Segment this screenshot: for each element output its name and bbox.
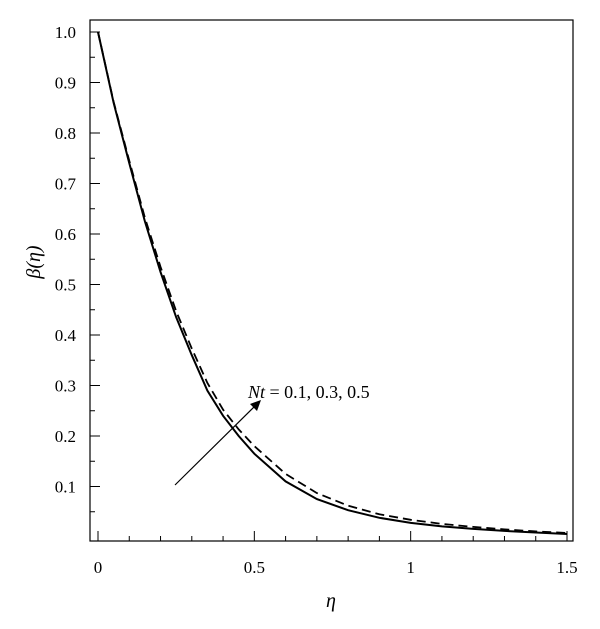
annotation-arrowhead	[250, 400, 261, 411]
plot-frame	[89, 19, 574, 542]
y-tick-label: 0.7	[55, 175, 77, 194]
x-axis-label: η	[326, 590, 336, 612]
x-tick-label: 0.5	[244, 558, 265, 577]
annotation-arrow-line	[174, 403, 258, 486]
x-tick-label: 1	[406, 558, 415, 577]
y-tick-label: 0.9	[55, 74, 76, 93]
y-tick-label: 0.6	[55, 225, 76, 244]
y-tick-label: 0.4	[55, 326, 77, 345]
ticks: 0 0.5 1 1.5 0.1 0.2 0.3 0.4 0.5 0.6 0.7 0.8 0.9 1.0	[55, 23, 578, 577]
y-tick-label: 0.5	[55, 276, 76, 295]
y-axis-label: β(η)	[23, 245, 45, 280]
y-tick-label: 0.3	[55, 377, 76, 396]
y-tick-label: 0.2	[55, 427, 76, 446]
y-tick-label: 1.0	[55, 23, 76, 42]
series-layer	[97, 31, 568, 535]
series-line-solid	[97, 31, 568, 535]
x-tick-label: 1.5	[556, 558, 577, 577]
x-tick-label: 0	[94, 558, 103, 577]
y-tick-label: 0.8	[55, 124, 76, 143]
annotation-values: = 0.1, 0.3, 0.5	[265, 382, 370, 402]
annotation-symbol: Nt	[247, 382, 266, 402]
annotation-text: Nt = 0.1, 0.3, 0.5	[247, 382, 370, 402]
y-tick-label: 0.1	[55, 478, 76, 497]
series-line-dashed	[97, 31, 568, 534]
